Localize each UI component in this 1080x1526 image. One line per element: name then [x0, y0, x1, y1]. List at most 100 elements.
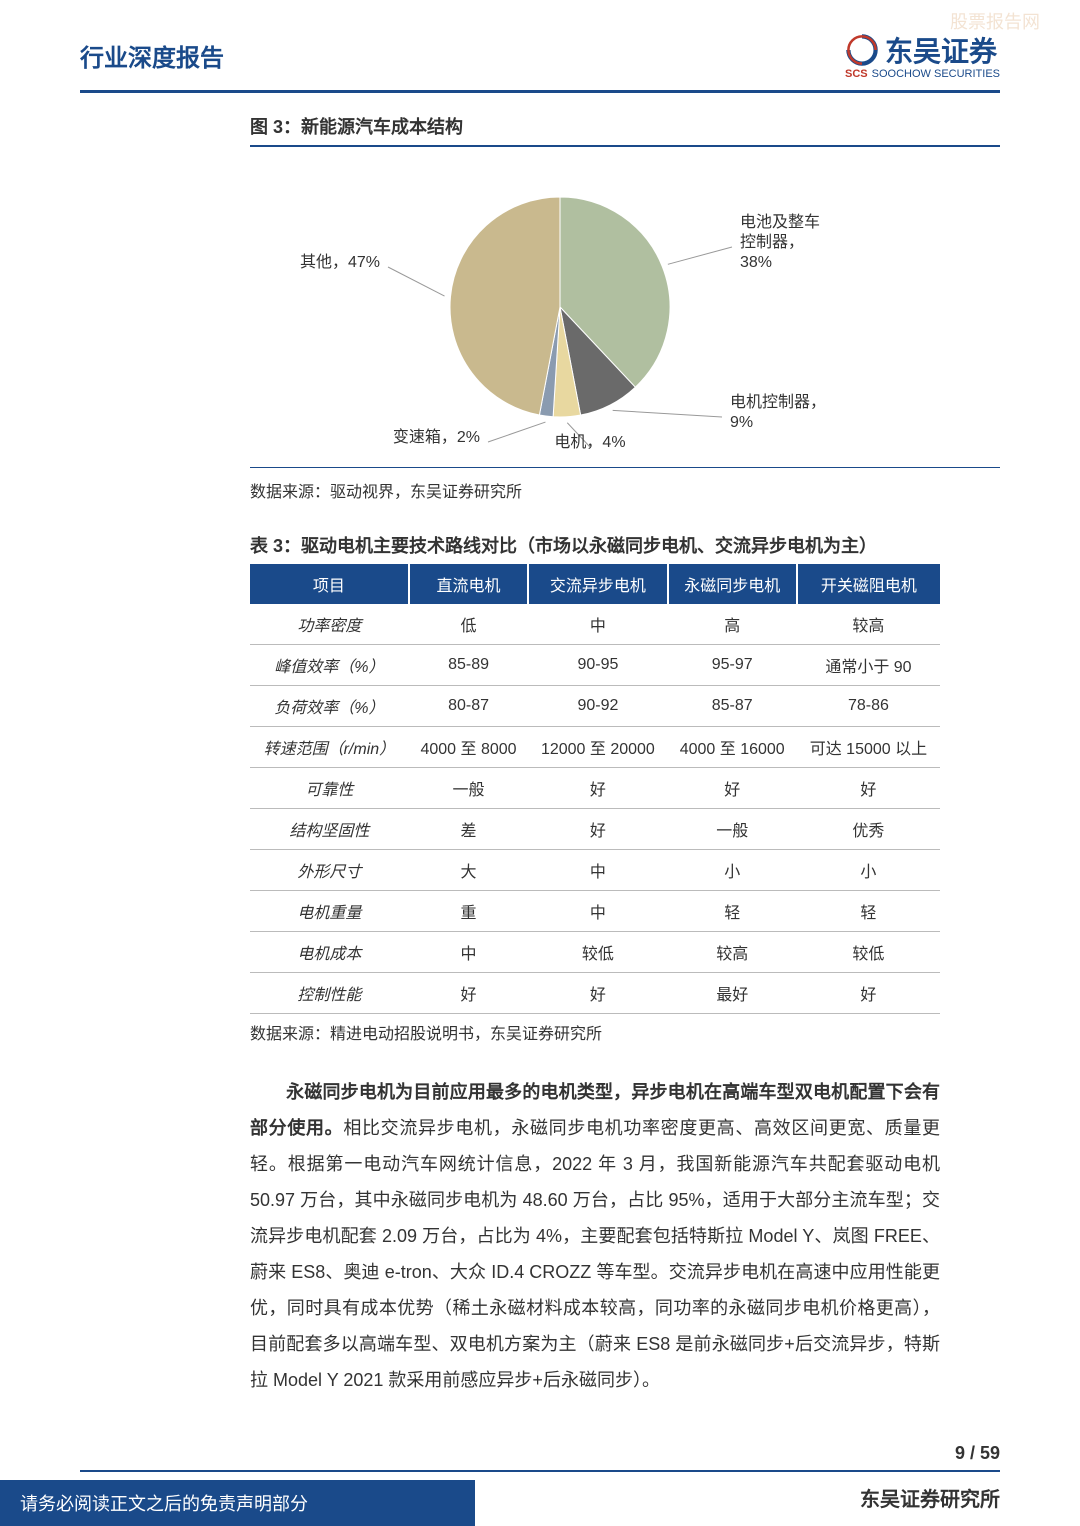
table-cell: 4000 至 16000: [668, 727, 797, 768]
table-cell: 大: [409, 850, 529, 891]
table-cell: 85-89: [409, 645, 529, 686]
table-row: 负荷效率（%）80-8790-9285-8778-86: [250, 686, 940, 727]
footer-disclaimer: 请务必阅读正文之后的免责声明部分: [0, 1480, 475, 1526]
table-row: 功率密度低中高较高: [250, 604, 940, 645]
table-cell: 高: [668, 604, 797, 645]
watermark: 股票报告网: [950, 8, 1040, 34]
table-row: 外形尺寸大中小小: [250, 850, 940, 891]
table-cell: 较低: [528, 932, 667, 973]
table-cell: 90-92: [528, 686, 667, 727]
table-cell: 优秀: [797, 809, 940, 850]
table-cell: 好: [409, 973, 529, 1014]
table-cell: 12000 至 20000: [528, 727, 667, 768]
table-cell: 低: [409, 604, 529, 645]
table-cell: 较高: [797, 604, 940, 645]
pie-leader-line: [488, 422, 545, 442]
table-header-cell: 交流异步电机: [528, 564, 667, 604]
table-cell: 最好: [668, 973, 797, 1014]
table-row-label: 结构坚固性: [250, 809, 409, 850]
header-divider: [80, 90, 1000, 93]
table-cell: 85-87: [668, 686, 797, 727]
pie-slice-label: 38%: [740, 254, 772, 271]
figure-bottom-rule: [250, 467, 1000, 468]
pie-slice: [450, 197, 560, 415]
table-row: 转速范围（r/min）4000 至 800012000 至 200004000 …: [250, 727, 940, 768]
table-cell: 好: [797, 768, 940, 809]
table-cell: 4000 至 8000: [409, 727, 529, 768]
report-type-title: 行业深度报告: [80, 38, 224, 73]
table-cell: 80-87: [409, 686, 529, 727]
pie-leader-line: [613, 410, 722, 417]
table-header-cell: 开关磁阻电机: [797, 564, 940, 604]
table-cell: 通常小于 90: [797, 645, 940, 686]
footer-org: 东吴证券研究所: [860, 1483, 1000, 1512]
table-cell: 一般: [409, 768, 529, 809]
comparison-table-wrap: 项目直流电机交流异步电机永磁同步电机开关磁阻电机功率密度低中高较高峰值效率（%）…: [250, 564, 940, 1014]
table-cell: 好: [797, 973, 940, 1014]
logo-text: 东吴证券: [885, 30, 997, 70]
table-row-label: 可靠性: [250, 768, 409, 809]
body-paragraph: 永磁同步电机为目前应用最多的电机类型，异步电机在高端车型双电机配置下会有部分使用…: [250, 1074, 940, 1398]
table-row: 可靠性一般好好好: [250, 768, 940, 809]
footer-divider: [80, 1470, 1000, 1472]
logo-sub-left: SCS: [845, 68, 868, 80]
table-cell: 中: [528, 891, 667, 932]
table-cell: 轻: [797, 891, 940, 932]
table-cell: 小: [797, 850, 940, 891]
motor-comparison-table: 项目直流电机交流异步电机永磁同步电机开关磁阻电机功率密度低中高较高峰值效率（%）…: [250, 564, 940, 1014]
figure-title-rule: [250, 145, 1000, 147]
table-header-cell: 直流电机: [409, 564, 529, 604]
table-row: 结构坚固性差好一般优秀: [250, 809, 940, 850]
table-row-label: 峰值效率（%）: [250, 645, 409, 686]
table-cell: 中: [528, 604, 667, 645]
table-row-label: 功率密度: [250, 604, 409, 645]
table-row-label: 控制性能: [250, 973, 409, 1014]
table-title: 表 3：驱动电机主要技术路线对比（市场以永磁同步电机、交流异步电机为主）: [250, 532, 1000, 558]
company-logo: 东吴证券 SCS SOOCHOW SECURITIES: [845, 30, 1000, 80]
logo-subtitle: SCS SOOCHOW SECURITIES: [845, 68, 1000, 80]
table-cell: 轻: [668, 891, 797, 932]
table-cell: 较高: [668, 932, 797, 973]
table-cell: 差: [409, 809, 529, 850]
paragraph-rest: 相比交流异步电机，永磁同步电机功率密度更高、高效区间更宽、质量更轻。根据第一电动…: [250, 1118, 940, 1390]
table-header-cell: 项目: [250, 564, 409, 604]
logo-sub-right: SOOCHOW SECURITIES: [872, 68, 1000, 80]
pie-slice-label: 变速箱，2%: [393, 428, 480, 446]
figure-source: 数据来源：驱动视界，东吴证券研究所: [250, 478, 1000, 502]
table-cell: 小: [668, 850, 797, 891]
pie-slice-label: 9%: [730, 414, 753, 431]
table-cell: 好: [668, 768, 797, 809]
pie-slice-label: 电机控制器，: [730, 393, 826, 411]
table-row: 电机成本中较低较高较低: [250, 932, 940, 973]
table-header-cell: 永磁同步电机: [668, 564, 797, 604]
table-row-label: 电机重量: [250, 891, 409, 932]
table-cell: 较低: [797, 932, 940, 973]
table-row-label: 负荷效率（%）: [250, 686, 409, 727]
pie-slice-label: 控制器，: [740, 233, 804, 251]
pie-leader-line: [668, 247, 732, 264]
logo-main: 东吴证券: [845, 30, 1000, 70]
table-cell: 好: [528, 809, 667, 850]
table-row-label: 转速范围（r/min）: [250, 727, 409, 768]
table-cell: 重: [409, 891, 529, 932]
table-cell: 好: [528, 768, 667, 809]
table-row: 控制性能好好最好好: [250, 973, 940, 1014]
table-cell: 好: [528, 973, 667, 1014]
table-cell: 中: [409, 932, 529, 973]
figure-title: 图 3：新能源汽车成本结构: [250, 113, 1000, 139]
pie-slice-label: 电池及整车: [740, 213, 820, 231]
logo-swirl-icon: [845, 33, 879, 67]
table-row-label: 电机成本: [250, 932, 409, 973]
table-row: 电机重量重中轻轻: [250, 891, 940, 932]
table-cell: 90-95: [528, 645, 667, 686]
cost-structure-pie-chart: 电池及整车控制器，38%电机控制器，9%电机，4%变速箱，2%其他，47%: [240, 167, 840, 457]
page-content: 图 3：新能源汽车成本结构 电池及整车控制器，38%电机控制器，9%电机，4%变…: [0, 113, 1080, 1398]
table-row-label: 外形尺寸: [250, 850, 409, 891]
table-cell: 中: [528, 850, 667, 891]
table-cell: 一般: [668, 809, 797, 850]
page-header: 行业深度报告 东吴证券 SCS SOOCHOW SECURITIES: [0, 0, 1080, 90]
table-cell: 可达 15000 以上: [797, 727, 940, 768]
table-row: 峰值效率（%）85-8990-9595-97通常小于 90: [250, 645, 940, 686]
page-number: 9 / 59: [0, 1443, 1080, 1470]
table-cell: 95-97: [668, 645, 797, 686]
